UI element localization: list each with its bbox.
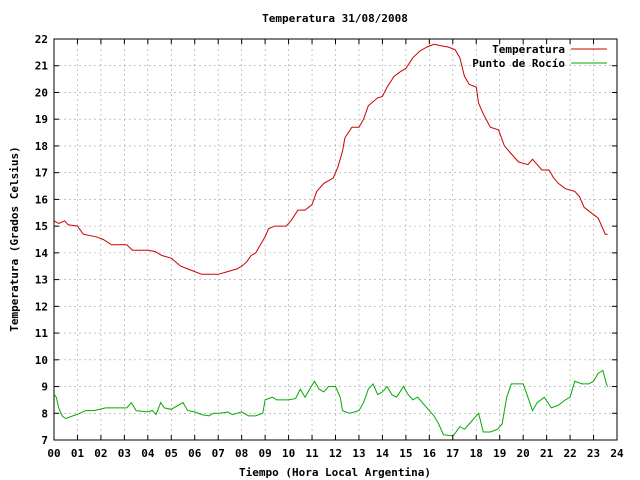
y-axis-title: Temperatura (Grados Celsius) [8,146,21,331]
axis-ticks: 00 01 02 03 04 05 06 07 08 09 10 11 12 13 14 15 16 17 18 19… [35,33,624,460]
y-tick-label: 20 [35,86,48,99]
x-tick-label: 09 [259,447,272,460]
x-tick-label: 12 [329,447,342,460]
legend-label: Punto de Rocío [472,57,565,70]
y-tick-label: 8 [41,407,48,420]
x-tick-label: 07 [212,447,225,460]
y-tick-label: 15 [35,220,48,233]
x-tick-label: 17 [446,447,459,460]
x-tick-label: 02 [94,447,107,460]
grid [54,39,617,440]
y-tick-label: 16 [35,193,49,206]
x-tick-label: 19 [493,447,506,460]
y-tick-label: 9 [41,381,48,394]
x-tick-label: 13 [352,447,365,460]
y-tick-label: 13 [35,274,48,287]
series-group [53,43,609,437]
y-tick-label: 21 [35,60,49,73]
x-tick-label: 18 [470,447,483,460]
x-tick-label: 00 [47,447,60,460]
y-tick-label: 14 [35,247,49,260]
x-tick-label: 10 [282,447,295,460]
y-tick-label: 11 [35,327,49,340]
x-tick-label: 23 [587,447,600,460]
x-tick-label: 22 [563,447,576,460]
x-tick-label: 21 [540,447,554,460]
x-tick-label: 24 [610,447,624,460]
y-tick-label: 7 [41,434,48,447]
x-tick-label: 03 [118,447,131,460]
y-tick-label: 22 [35,33,48,46]
y-tick-label: 12 [35,300,48,313]
series-line-temperatura [53,43,608,275]
x-tick-label: 01 [71,447,85,460]
y-tick-label: 10 [35,354,48,367]
series-line-punto-de-rocio [53,369,609,437]
x-tick-label: 04 [141,447,155,460]
x-tick-label: 15 [399,447,412,460]
y-tick-label: 18 [35,140,48,153]
x-tick-label: 11 [305,447,319,460]
y-tick-label: 17 [35,167,48,180]
x-tick-label: 14 [376,447,390,460]
x-tick-label: 20 [517,447,530,460]
x-axis-title: Tiempo (Hora Local Argentina) [239,466,431,479]
x-tick-label: 08 [235,447,248,460]
x-tick-label: 06 [188,447,202,460]
y-tick-label: 19 [35,113,48,126]
chart-title: Temperatura 31/08/2008 [262,12,408,25]
x-tick-label: 16 [423,447,437,460]
legend-label: Temperatura [492,43,565,56]
x-tick-label: 05 [165,447,178,460]
